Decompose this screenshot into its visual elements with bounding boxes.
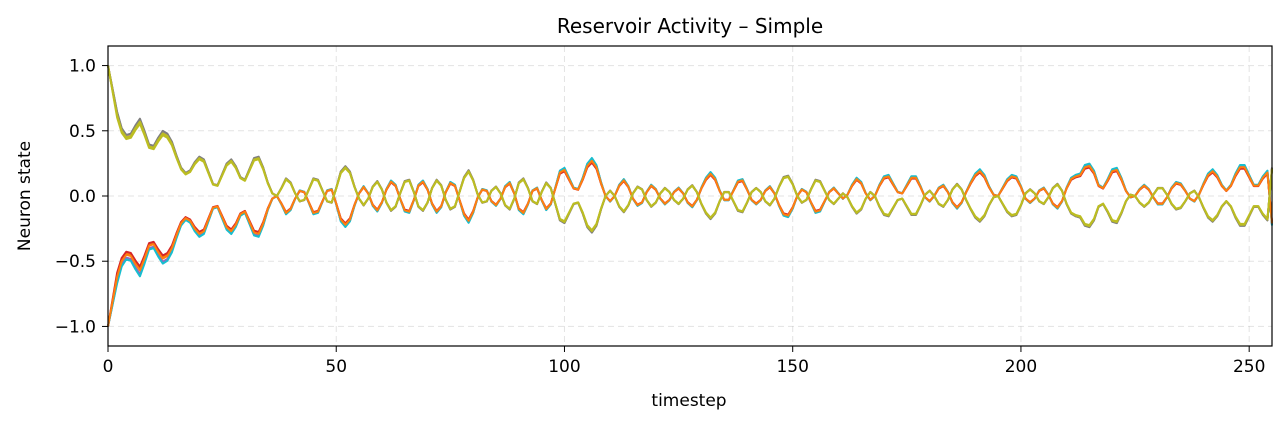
y-axis-label: Neuron state (15, 141, 35, 251)
series-lines (107, 65, 1273, 327)
x-tick-label: 250 (1233, 357, 1265, 377)
x-tick-label: 50 (325, 357, 347, 377)
x-tick-label: 200 (1005, 357, 1037, 377)
x-axis-label: timestep (651, 391, 726, 411)
y-tick-label: −1.0 (55, 317, 96, 337)
series-line-12 (107, 65, 1273, 233)
y-tick-label: 1.0 (69, 57, 96, 77)
chart-title: Reservoir Activity – Simple (557, 14, 823, 38)
grid (107, 46, 1272, 346)
y-axis-ticks: 1.0 0.5 0.0 −0.5 −1.0 (55, 57, 108, 337)
x-tick-label: 100 (548, 357, 580, 377)
x-tick-label: 0 (103, 357, 114, 377)
y-tick-label: 0.0 (69, 187, 96, 207)
x-tick-label: 150 (776, 357, 808, 377)
x-axis-ticks: 0 50 100 150 200 250 (103, 346, 1265, 377)
y-tick-label: −0.5 (55, 252, 96, 272)
y-tick-label: 0.5 (69, 122, 96, 142)
